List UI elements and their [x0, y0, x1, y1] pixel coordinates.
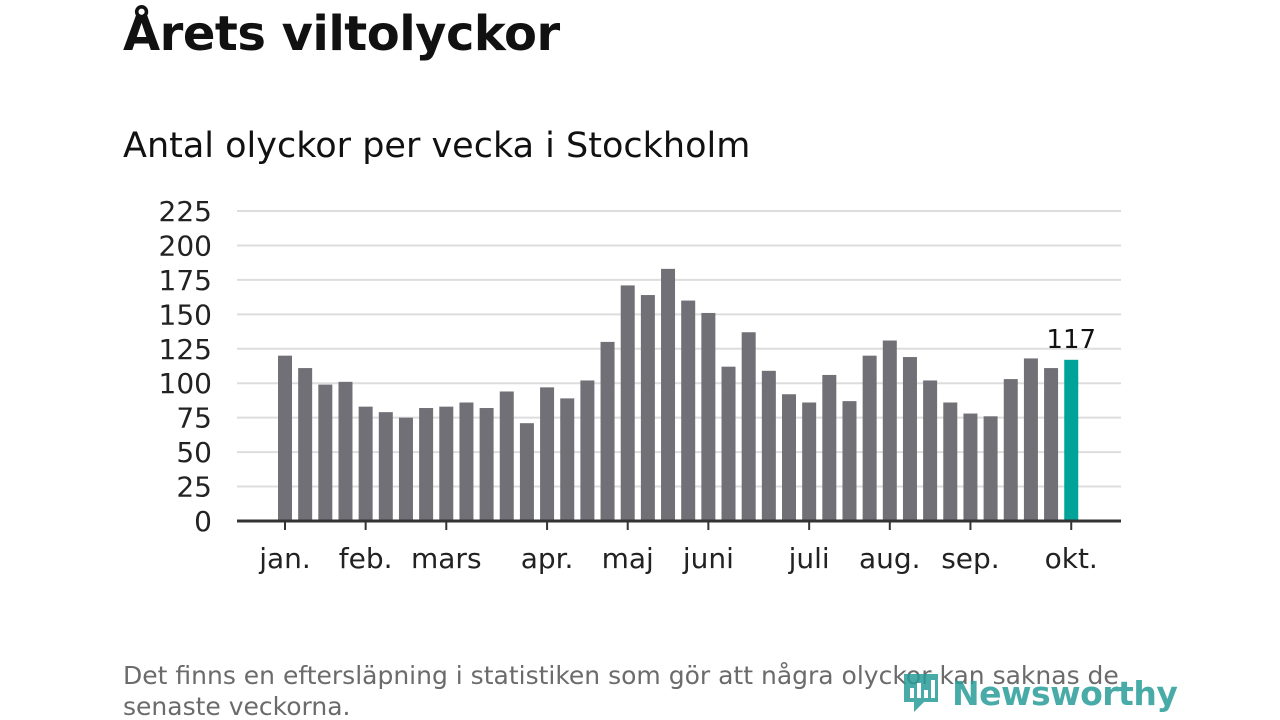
x-tick-label: feb. [339, 542, 393, 575]
bar [439, 406, 454, 521]
brand-name: Newsworthy [952, 673, 1178, 713]
bar [580, 380, 595, 521]
bar [358, 406, 373, 521]
bar [661, 268, 676, 521]
bar [983, 416, 998, 521]
bar [560, 398, 575, 521]
page-title: Årets viltolyckor [123, 6, 560, 62]
bar [923, 380, 938, 521]
bar [499, 391, 514, 521]
bar [842, 401, 857, 521]
x-tick-label: mars [411, 542, 482, 575]
bar [701, 312, 716, 521]
bar [318, 384, 333, 521]
bar [902, 357, 917, 521]
bar [600, 341, 615, 521]
bar [721, 366, 736, 521]
bar [640, 295, 655, 521]
x-tick-label: maj [602, 542, 654, 575]
y-tick-label: 50 [176, 436, 212, 469]
x-tick-label: sep. [941, 542, 1000, 575]
x-tick-label: jan. [258, 542, 311, 575]
bar [882, 340, 897, 521]
bar [1003, 379, 1018, 521]
bar [741, 332, 756, 521]
y-tick-label: 200 [159, 229, 212, 262]
x-tick-label: juli [788, 542, 830, 575]
bar [822, 374, 837, 521]
bar [378, 412, 393, 521]
newsworthy-logo-icon [904, 674, 938, 712]
y-tick-label: 0 [194, 505, 212, 538]
bar [540, 387, 555, 521]
x-tick-label: apr. [521, 542, 574, 575]
x-tick-label: aug. [859, 542, 921, 575]
bar [620, 285, 635, 521]
y-tick-label: 150 [159, 298, 212, 331]
bar [459, 402, 474, 521]
bar [398, 417, 413, 521]
y-tick-label: 125 [159, 333, 212, 366]
chart-subtitle: Antal olyckor per vecka i Stockholm [123, 126, 751, 166]
bar [298, 368, 313, 521]
bar [419, 408, 434, 521]
bar [802, 402, 817, 521]
bar [519, 423, 534, 521]
y-tick-label: 225 [159, 195, 212, 228]
bar [479, 408, 494, 521]
footnote: Det finns en eftersläpning i statistiken… [123, 661, 1119, 720]
bar [1023, 358, 1038, 521]
highlight-data-label: 117 [1046, 325, 1096, 355]
x-tick-label: okt. [1045, 542, 1098, 575]
bar [681, 300, 696, 521]
bar [761, 370, 776, 521]
y-tick-label: 75 [176, 402, 212, 435]
bar [338, 381, 353, 521]
bar [862, 355, 877, 521]
y-tick-label: 100 [159, 367, 212, 400]
bar [963, 413, 978, 521]
bar [278, 355, 292, 521]
highlight-bar [1064, 359, 1079, 521]
bar [782, 394, 796, 521]
y-tick-label: 175 [159, 264, 212, 297]
y-tick-label: 25 [176, 471, 212, 504]
bar [1044, 368, 1059, 521]
newsworthy-brand: Newsworthy [900, 668, 1178, 718]
bar [943, 402, 958, 521]
x-tick-label: juni [682, 542, 734, 575]
